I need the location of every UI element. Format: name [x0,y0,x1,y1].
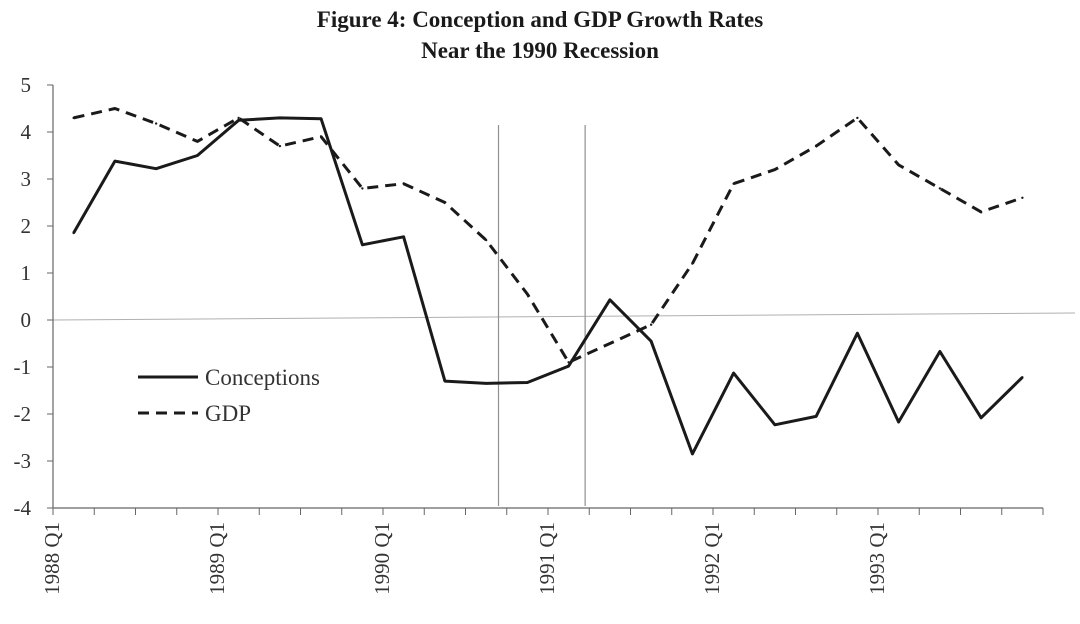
x-tick-label: 1990 Q1 [370,522,394,595]
data-point-conceptions [402,235,405,239]
data-point-gdp [938,187,942,190]
data-point-conceptions [196,154,199,157]
chart-title-line-2: Near the 1990 Recession [421,38,659,63]
data-point-conceptions [856,331,859,335]
data-point-gdp [72,116,75,120]
data-point-gdp [897,163,900,167]
data-point-conceptions [979,416,983,419]
data-point-conceptions [773,423,777,427]
data-point-gdp [196,140,199,143]
data-point-conceptions [443,379,447,383]
y-tick-label: 2 [21,214,32,238]
data-point-conceptions [484,382,488,385]
y-tick-label: -4 [14,496,32,520]
data-point-conceptions [649,339,653,343]
data-point-gdp [608,342,612,345]
legend-label-conceptions: Conceptions [205,365,320,390]
data-point-conceptions [526,381,529,384]
data-point-conceptions [154,167,158,170]
data-point-gdp [814,144,818,148]
y-tick-label: 4 [21,120,32,144]
data-point-gdp [402,182,405,185]
data-point-conceptions [608,298,612,301]
reference-lines [52,125,1076,506]
data-point-conceptions [1021,376,1024,379]
data-point-gdp [443,201,447,204]
data-point-gdp [484,238,488,242]
data-point-gdp [526,292,529,296]
data-point-conceptions [814,415,818,418]
data-point-conceptions [691,452,694,456]
data-point-conceptions [113,159,117,163]
data-point-conceptions [319,117,323,121]
x-tick-label: 1993 Q1 [865,522,889,595]
data-point-gdp [113,107,117,110]
data-point-gdp [154,122,158,125]
data-point-gdp [361,187,364,190]
data-point-conceptions [938,350,942,353]
data-point-conceptions [732,371,735,375]
data-point-conceptions [278,116,282,120]
chart-title-line-1: Figure 4: Conception and GDP Growth Rate… [316,7,764,32]
y-tick-label: -1 [14,355,32,379]
y-tick-label: -2 [14,402,32,426]
series-lines [72,107,1024,456]
data-point-gdp [773,168,777,171]
data-point-gdp [1021,196,1024,199]
data-point-conceptions [567,364,570,368]
y-tick-label: 3 [21,167,32,191]
data-point-gdp [732,182,735,185]
legend-label-gdp: GDP [205,401,251,426]
data-point-gdp [567,361,570,364]
x-tick-label: 1988 Q1 [40,522,64,595]
data-point-gdp [691,262,694,265]
data-point-conceptions [897,420,900,424]
y-tick-label: 5 [21,73,32,97]
data-point-gdp [237,116,240,120]
x-tick-label: 1989 Q1 [205,522,229,595]
data-point-gdp [979,210,983,214]
axes: 5 4 3 2 1 0 -1 -2 -3 -4 1988 Q1 1989 Q1 1990 Q1 1991 … [14,73,1044,595]
series-line-gdp [73,107,1023,364]
series-line-conceptions [72,116,1024,456]
data-point-gdp [319,135,323,138]
x-tick-label: 1991 Q1 [535,522,559,595]
data-point-conceptions [361,243,364,246]
data-point-gdp [856,116,859,120]
data-point-conceptions [72,231,75,235]
x-tick-label: 1992 Q1 [700,522,724,595]
legend: Conceptions GDP [138,365,320,426]
data-point-gdp [278,144,282,148]
chart-title: Figure 4: Conception and GDP Growth Rate… [0,4,1080,66]
y-tick-label: 0 [21,308,32,332]
y-tick-label: 1 [21,261,32,285]
zero-line [52,312,1076,321]
y-tick-label: -3 [14,449,32,473]
data-point-gdp [649,323,653,326]
